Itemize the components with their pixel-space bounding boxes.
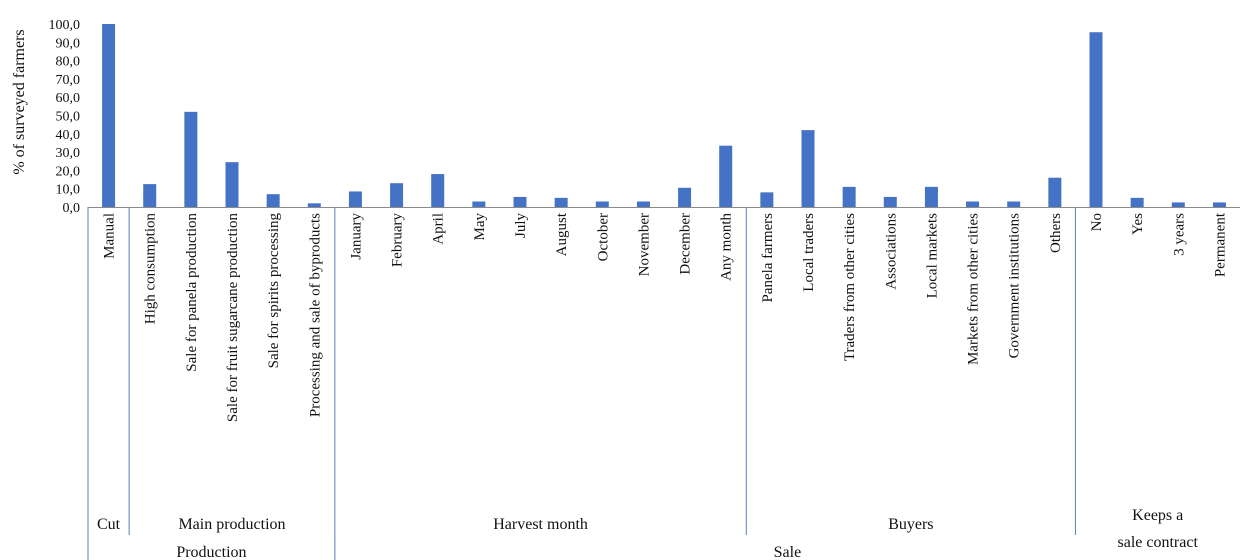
bar xyxy=(1089,32,1103,207)
bar xyxy=(390,183,404,207)
y-tick-label: 20,0 xyxy=(56,164,81,179)
group-label: Keeps a sale contract xyxy=(1118,507,1199,551)
group-label: Harvest month xyxy=(493,516,588,533)
bars xyxy=(102,24,1226,207)
category-label: Permanent xyxy=(1212,212,1228,277)
group-labels: Cut Main production Harvest month Buyers Kee… xyxy=(87,207,1199,560)
category-label: 3 years xyxy=(1171,213,1187,256)
bar xyxy=(883,196,897,207)
category-label: Government institutions xyxy=(1007,213,1023,359)
y-tick-label: 50,0 xyxy=(56,110,81,125)
bar xyxy=(719,145,733,207)
category-label: Panela farmers xyxy=(760,213,776,303)
y-tick-label: 10,0 xyxy=(56,183,81,198)
y-tick-label: 60,0 xyxy=(56,91,81,106)
bar xyxy=(842,186,856,207)
y-tick-label: 70,0 xyxy=(56,73,81,88)
y-tick-label: 30,0 xyxy=(56,146,81,161)
bar xyxy=(1048,177,1062,207)
group-label: Buyers xyxy=(888,516,933,533)
category-label: November xyxy=(636,213,652,276)
category-label: Local markets xyxy=(924,213,940,299)
bar xyxy=(636,201,650,207)
category-label: Traders from other cities xyxy=(842,213,858,361)
y-tick-label: 100,0 xyxy=(49,18,81,33)
category-label: Any month xyxy=(719,213,735,281)
bar xyxy=(595,201,609,207)
category-label: Processing and sale of byproducts xyxy=(307,213,323,417)
bar xyxy=(143,184,157,207)
bar xyxy=(472,201,486,207)
category-label: July xyxy=(513,213,529,239)
y-tick-label: 0,0 xyxy=(63,201,81,216)
category-label: No xyxy=(1089,213,1105,231)
category-label: December xyxy=(678,213,694,275)
category-label: Associations xyxy=(883,213,899,290)
category-label: Yes xyxy=(1130,213,1146,235)
category-label: February xyxy=(390,213,406,268)
category-label: April xyxy=(431,213,447,245)
bar xyxy=(348,191,362,207)
bar xyxy=(184,111,198,207)
y-ticks: 0,0 10,0 20,0 30,0 40,0 50,0 60,0 70,0 80,0 90,0 1… xyxy=(49,18,81,216)
bar xyxy=(431,174,445,207)
category-label: January xyxy=(348,213,364,260)
bar xyxy=(1212,202,1226,207)
group-label-level2: Production xyxy=(176,544,246,560)
category-label: August xyxy=(554,212,570,256)
bar xyxy=(1171,202,1185,207)
y-tick-label: 80,0 xyxy=(56,55,81,70)
bar xyxy=(678,187,692,207)
bar xyxy=(307,203,321,207)
category-label: Manual xyxy=(102,213,118,259)
y-axis-label: % of surveyed farmers xyxy=(11,29,28,174)
category-labels: Manual High consumption Sale for panela pr… xyxy=(102,212,1229,422)
group-label: Main production xyxy=(178,516,285,533)
bar xyxy=(966,201,980,207)
category-label: Markets from other cities xyxy=(966,213,982,365)
bar xyxy=(924,186,938,207)
y-tick-label: 40,0 xyxy=(56,128,81,143)
bar xyxy=(266,194,280,207)
y-tick-label: 90,0 xyxy=(56,36,81,51)
group-label: Cut xyxy=(97,516,121,533)
category-label: Sale for panela production xyxy=(184,213,200,372)
category-label: May xyxy=(472,213,488,241)
category-label: Local traders xyxy=(801,213,817,292)
bar xyxy=(760,192,774,207)
bar xyxy=(801,130,815,207)
bar xyxy=(554,197,568,207)
bar xyxy=(1007,201,1021,207)
bar xyxy=(513,196,527,207)
category-label: October xyxy=(595,213,611,261)
category-label: Others xyxy=(1048,213,1064,253)
category-label: Sale for fruit sugarcane production xyxy=(225,213,241,423)
bar xyxy=(225,162,239,207)
bar xyxy=(1130,197,1144,207)
category-label: High consumption xyxy=(143,213,159,325)
group-label-level2: Sale xyxy=(774,544,802,560)
category-label: Sale for spirits processing xyxy=(266,213,282,369)
bar xyxy=(102,24,116,207)
